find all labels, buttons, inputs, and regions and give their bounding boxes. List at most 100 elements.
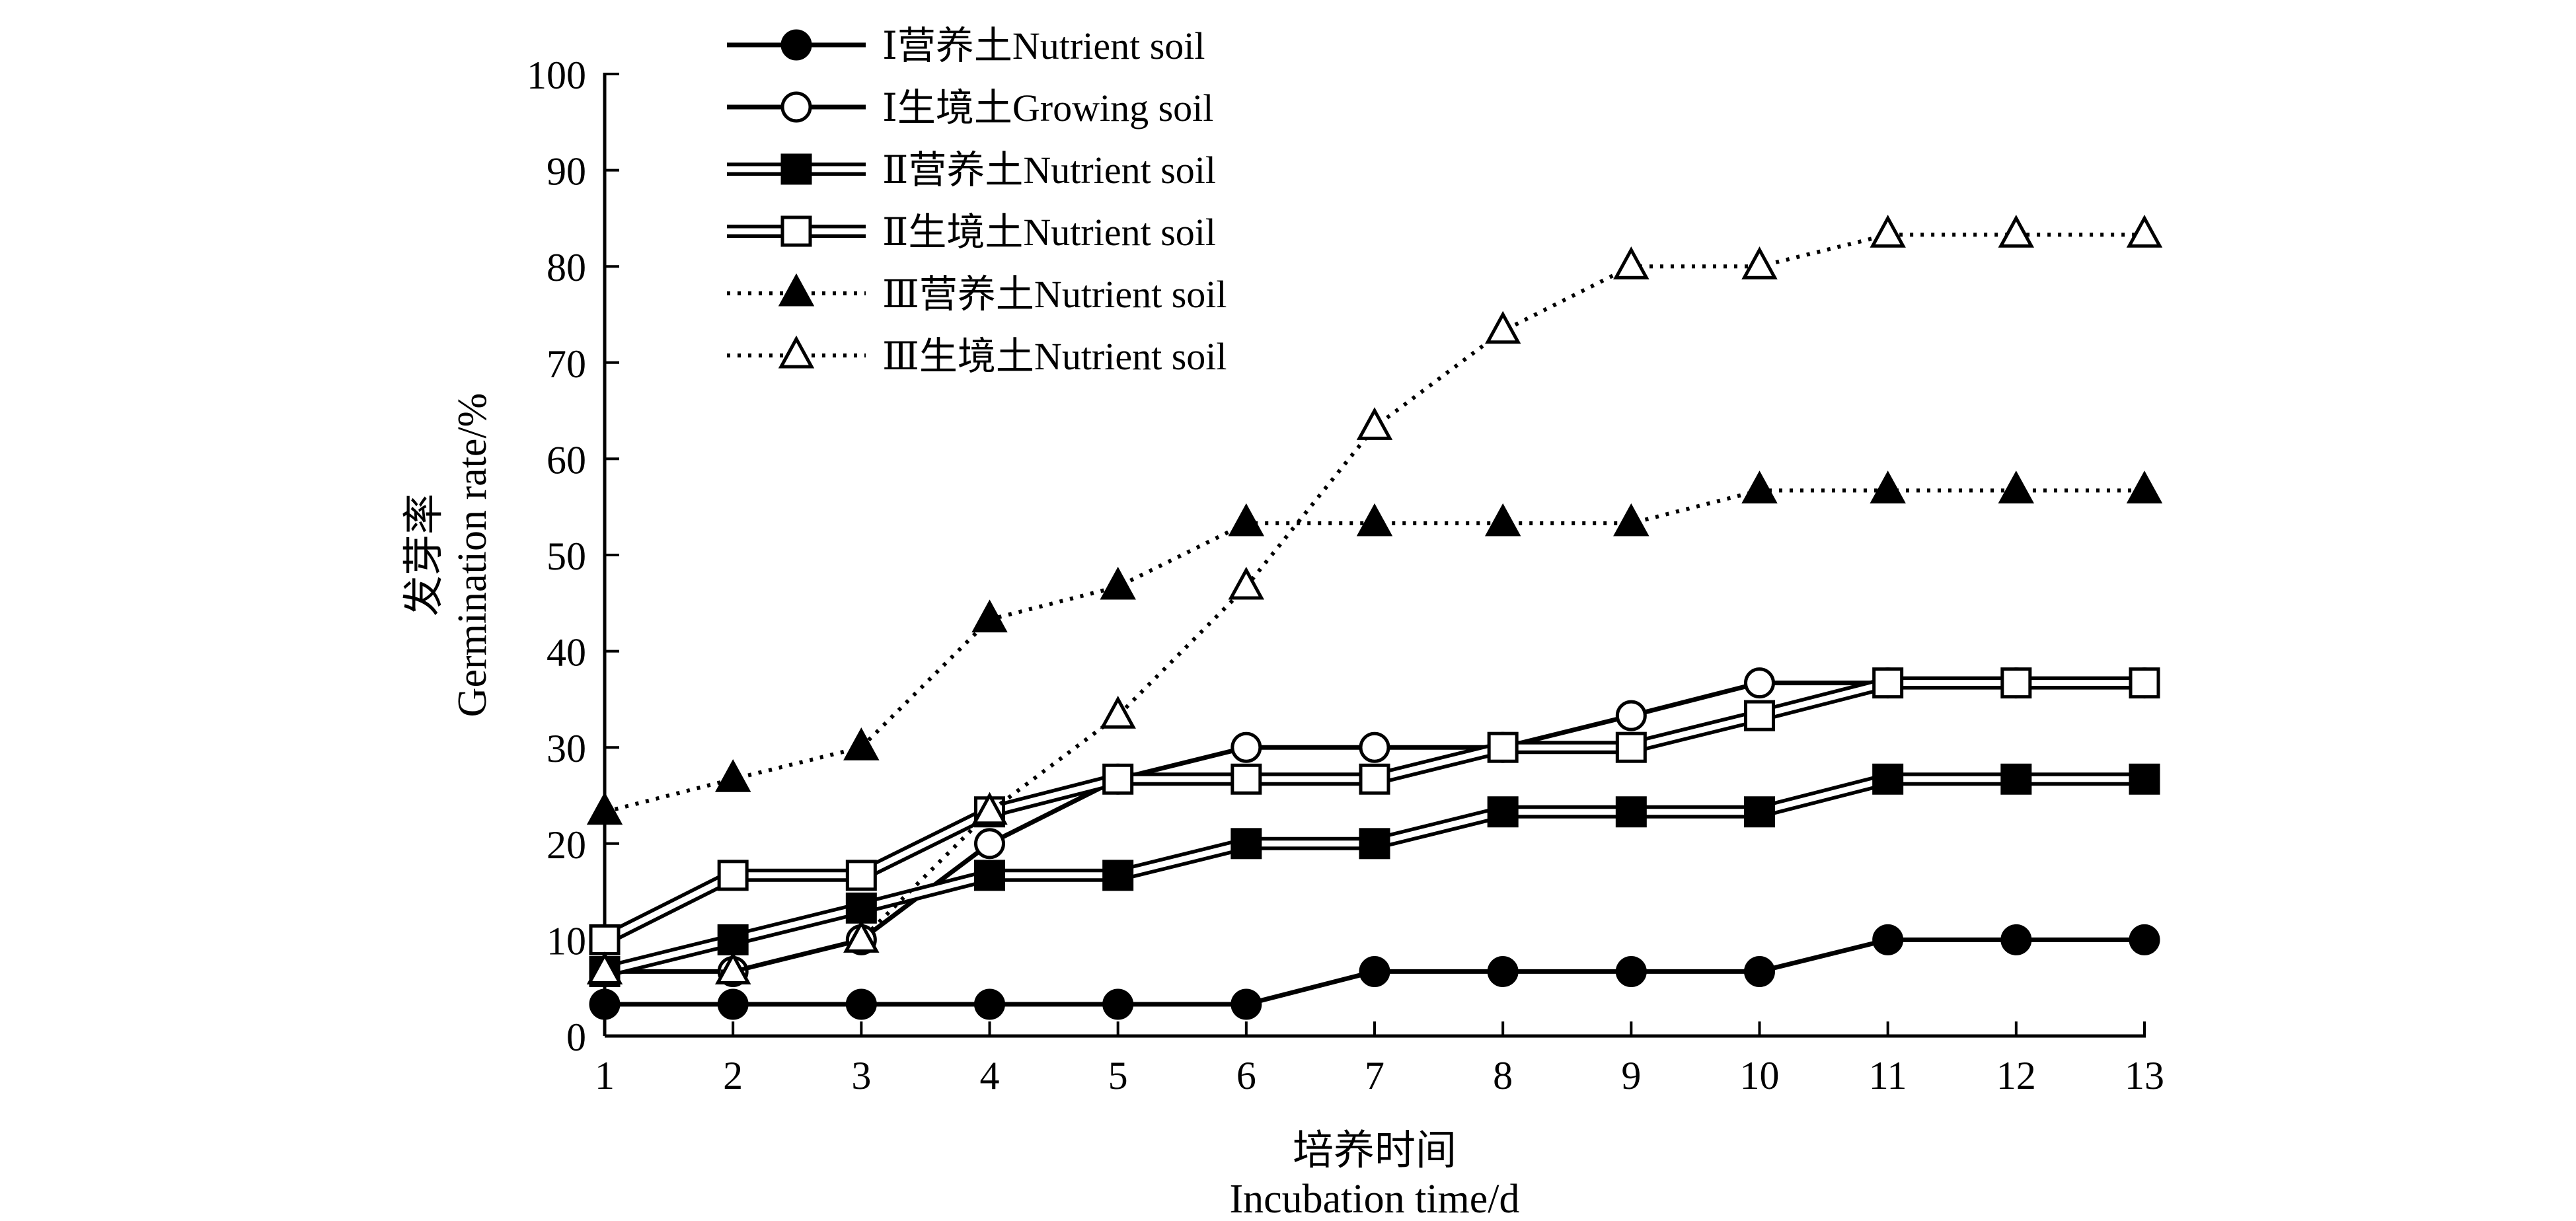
series-6-point xyxy=(586,951,623,984)
series-6-point xyxy=(971,792,1008,825)
series-4-line-inner xyxy=(603,680,2144,943)
series-1-point xyxy=(845,988,877,1020)
series-5-point xyxy=(586,792,623,825)
series-6-point xyxy=(714,951,751,984)
y-tick-label: 100 xyxy=(527,54,586,97)
x-tick-label: 1 xyxy=(595,1054,615,1097)
series-4-point xyxy=(717,860,749,891)
series-4-point xyxy=(589,924,621,955)
series-6-point xyxy=(1484,311,1521,344)
series-1-point xyxy=(974,988,1005,1020)
series-6-point xyxy=(2126,214,2163,248)
x-axis-title-cn: 培养时间 xyxy=(1293,1128,1457,1173)
y-tick-label: 60 xyxy=(547,438,586,482)
legend-marker xyxy=(780,29,812,61)
series-3-point xyxy=(1744,796,1775,828)
x-tick-label: 6 xyxy=(1236,1054,1256,1097)
series-layer xyxy=(586,214,2163,1020)
series-2-point xyxy=(1744,667,1775,699)
y-axis-title-en: Germination rate/% xyxy=(450,393,495,718)
series-5-point xyxy=(1228,503,1265,536)
series-3-point xyxy=(1615,796,1647,828)
y-tick-label: 10 xyxy=(547,919,586,963)
series-4-point xyxy=(2129,667,2160,699)
series-3-point xyxy=(1872,763,1904,795)
series-4-line xyxy=(601,676,2144,946)
series-6-point xyxy=(1356,407,1393,440)
series-5-point xyxy=(1613,503,1649,536)
y-tick-label: 30 xyxy=(547,727,586,770)
legend-label: Ⅰ营养土Nutrient soil xyxy=(882,24,1205,67)
y-tick-label: 20 xyxy=(547,823,586,867)
legend-marker xyxy=(780,153,812,185)
legend: Ⅰ营养土Nutrient soil Ⅰ生境土Growing soil Ⅱ营养土Nut… xyxy=(727,24,1227,378)
series-1-point xyxy=(1744,955,1775,987)
legend-entry-2: Ⅰ生境土Growing soil xyxy=(727,87,1213,130)
y-tick-label: 80 xyxy=(547,246,586,289)
series-5-point xyxy=(1356,503,1393,536)
series-6-point xyxy=(1100,695,1136,729)
legend-marker xyxy=(780,215,812,247)
x-tick-label: 3 xyxy=(851,1054,871,1097)
legend-label: Ⅰ生境土Growing soil xyxy=(882,87,1213,130)
y-axis-title-cn: 发芽率 xyxy=(402,494,447,616)
series-6 xyxy=(586,214,2163,984)
series-4-point xyxy=(845,860,877,891)
series-3-point xyxy=(974,860,1005,891)
series-1-point xyxy=(1102,988,1134,1020)
legend-marker xyxy=(778,273,815,307)
series-2-line xyxy=(605,681,2144,974)
series-2-point xyxy=(1359,731,1390,763)
legend-marker xyxy=(780,91,812,123)
series-6-point xyxy=(1998,214,2035,248)
series-4-point xyxy=(1872,667,1904,699)
series-6-point xyxy=(843,920,880,953)
series-6-point xyxy=(1228,566,1265,600)
y-tick-label: 40 xyxy=(547,631,586,675)
series-6-point xyxy=(1741,246,1778,279)
legend-entry-1: Ⅰ营养土Nutrient soil xyxy=(727,24,1205,67)
x-tick-label: 7 xyxy=(1365,1054,1384,1097)
series-3-point xyxy=(845,892,877,924)
series-3-point xyxy=(1359,828,1390,860)
legend-entry-5: Ⅲ营养土Nutrient soil xyxy=(727,273,1227,316)
series-1 xyxy=(589,924,2160,1020)
series-6-point xyxy=(1870,214,1906,248)
series-3-point xyxy=(1487,796,1519,828)
x-axis-title-en: Incubation time/d xyxy=(1229,1177,1519,1218)
series-5-point xyxy=(1100,566,1136,600)
x-tick-label: 13 xyxy=(2125,1054,2164,1097)
series-1-point xyxy=(2000,924,2032,955)
series-1-point xyxy=(1487,955,1519,987)
legend-label: Ⅱ营养土Nutrient soil xyxy=(882,149,1216,192)
x-tick-label: 9 xyxy=(1621,1054,1641,1097)
legend-entry-6: Ⅲ生境土Nutrient soil xyxy=(727,335,1227,378)
series-1-point xyxy=(717,988,749,1020)
series-5-point xyxy=(1870,470,1906,503)
series-3-point xyxy=(2000,763,2032,795)
x-tick-label: 11 xyxy=(1869,1054,1907,1097)
series-6-point xyxy=(1613,246,1649,279)
series-5-point xyxy=(714,758,751,792)
series-4-point xyxy=(1102,763,1134,795)
legend-entry-4: Ⅱ生境土Nutrient soil xyxy=(727,211,1216,254)
series-5-point xyxy=(971,599,1008,633)
x-tick-label: 4 xyxy=(980,1054,1000,1097)
series-5 xyxy=(586,470,2163,825)
series-5-point xyxy=(1998,470,2035,503)
series-4-point xyxy=(1487,731,1519,763)
y-tick-label: 50 xyxy=(547,535,586,578)
legend-label: Ⅱ生境土Nutrient soil xyxy=(882,211,1216,254)
series-1-point xyxy=(1359,955,1390,987)
legend-marker xyxy=(778,335,815,369)
x-tick-label: 10 xyxy=(1740,1054,1780,1097)
series-1-point xyxy=(1231,988,1262,1020)
legend-label: Ⅲ生境土Nutrient soil xyxy=(882,335,1227,378)
y-tick-label: 90 xyxy=(547,150,586,194)
y-tick-label: 70 xyxy=(547,342,586,386)
series-1-point xyxy=(2129,924,2160,955)
